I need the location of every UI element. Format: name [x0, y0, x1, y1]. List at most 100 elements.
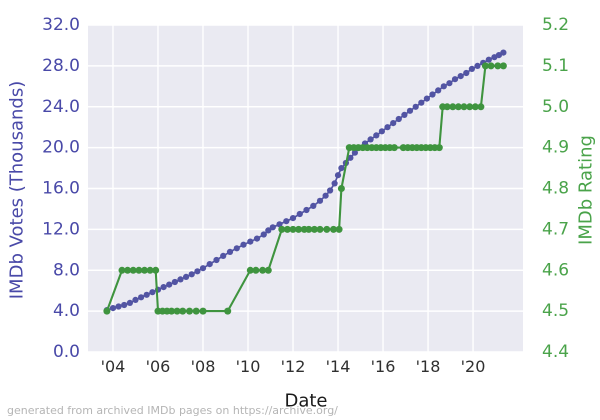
- rating-data-point: [487, 62, 495, 70]
- y-tick-label-left: 28.0: [42, 56, 80, 76]
- y-tick-label-right: 4.7: [542, 219, 569, 239]
- votes-data-point: [367, 136, 374, 143]
- rating-data-point: [466, 103, 474, 111]
- y-tick-label-right: 4.4: [542, 342, 569, 362]
- rating-data-point: [499, 62, 507, 70]
- votes-data-point: [109, 305, 117, 312]
- votes-data-point: [213, 256, 220, 264]
- votes-data-point: [401, 111, 408, 118]
- votes-data-point: [384, 124, 391, 131]
- votes-data-point: [331, 180, 338, 187]
- votes-data-point: [500, 49, 507, 56]
- rating-data-point: [259, 266, 267, 274]
- x-tick-label: '10: [236, 357, 261, 376]
- votes-data-point: [143, 291, 150, 298]
- votes-data-point: [132, 296, 139, 303]
- votes-data-point: [451, 76, 459, 83]
- votes-data-point: [276, 221, 283, 228]
- votes-data-point: [446, 80, 453, 87]
- votes-data-point: [322, 192, 329, 199]
- votes-data-point: [206, 261, 213, 268]
- votes-data-point: [166, 281, 173, 288]
- rating-data-point: [471, 103, 479, 111]
- rating-data-point: [252, 266, 260, 274]
- votes-data-point: [149, 289, 156, 296]
- x-tick-label: '18: [416, 357, 441, 376]
- votes-data-point: [310, 202, 317, 209]
- votes-data-point: [121, 301, 128, 309]
- rating-data-point: [186, 307, 193, 315]
- votes-data-point: [373, 132, 380, 139]
- votes-data-point: [194, 268, 201, 275]
- votes-data-point: [283, 218, 290, 225]
- votes-data-point: [390, 120, 397, 127]
- votes-data-point: [183, 273, 190, 280]
- rating-data-point: [173, 307, 181, 315]
- y-axis-label-left: IMDb Votes (Thousands): [6, 80, 28, 300]
- y-tick-label-left: 20.0: [42, 138, 80, 158]
- rating-data-point: [199, 307, 207, 315]
- rating-data-point: [141, 266, 148, 274]
- x-tick-label: '20: [461, 357, 486, 376]
- votes-data-point: [440, 83, 447, 90]
- x-tick-label: '06: [146, 357, 171, 376]
- votes-data-point: [338, 165, 345, 172]
- votes-data-point: [265, 227, 272, 234]
- votes-data-point: [327, 187, 334, 194]
- rating-data-point: [264, 266, 272, 274]
- votes-data-point: [199, 265, 207, 272]
- votes-data-point: [347, 154, 354, 161]
- y-tick-label-right: 4.5: [542, 301, 569, 321]
- rating-data-point: [246, 266, 254, 274]
- rating-data-point: [337, 185, 345, 192]
- votes-data-point: [378, 128, 385, 135]
- y-axis-label-right: IMDb Rating: [575, 135, 597, 245]
- rating-data-point: [494, 62, 502, 70]
- votes-data-point: [115, 303, 122, 310]
- votes-data-point: [233, 245, 240, 252]
- y-tick-label-left: 0.0: [53, 342, 80, 362]
- y-tick-label-left: 16.0: [42, 179, 80, 199]
- votes-data-point: [457, 73, 464, 80]
- votes-data-point: [269, 224, 276, 231]
- rating-data-point: [179, 307, 187, 315]
- votes-data-point: [334, 172, 342, 179]
- votes-data-point: [138, 294, 145, 301]
- votes-data-point: [418, 99, 425, 106]
- rating-data-point: [278, 225, 286, 233]
- votes-data-point: [474, 62, 481, 69]
- source-caption: generated from archived IMDb pages on ht…: [7, 404, 338, 417]
- y-tick-label-left: 32.0: [42, 15, 80, 35]
- votes-data-point: [289, 215, 297, 222]
- rating-data-point: [305, 225, 313, 233]
- y-tick-label-right: 5.0: [542, 97, 569, 117]
- votes-data-point: [226, 248, 234, 255]
- rating-data-point: [283, 225, 291, 233]
- rating-data-point: [443, 103, 451, 111]
- y-tick-label-right: 5.2: [542, 15, 569, 35]
- rating-data-point: [435, 144, 443, 152]
- y-tick-label-right: 4.8: [542, 179, 569, 199]
- y-tick-label-left: 8.0: [53, 260, 80, 280]
- rating-data-point: [135, 266, 143, 274]
- votes-data-point: [160, 284, 167, 291]
- votes-data-point: [296, 210, 303, 218]
- rating-data-point: [481, 62, 489, 70]
- y-tick-label-right: 4.9: [542, 138, 569, 158]
- votes-data-point: [412, 103, 419, 110]
- rating-data-point: [335, 225, 343, 233]
- rating-data-point: [460, 103, 468, 111]
- rating-data-point: [449, 103, 457, 111]
- votes-data-point: [126, 299, 133, 306]
- rating-data-point: [477, 103, 485, 111]
- x-tick-label: '16: [371, 357, 396, 376]
- votes-data-point: [240, 241, 247, 248]
- votes-data-point: [260, 231, 267, 238]
- rating-data-point: [454, 103, 462, 111]
- votes-data-point: [247, 238, 254, 245]
- rating-data-point: [323, 225, 331, 233]
- rating-data-point: [390, 144, 398, 152]
- y-tick-label-right: 4.6: [542, 260, 569, 280]
- votes-data-point: [220, 252, 227, 259]
